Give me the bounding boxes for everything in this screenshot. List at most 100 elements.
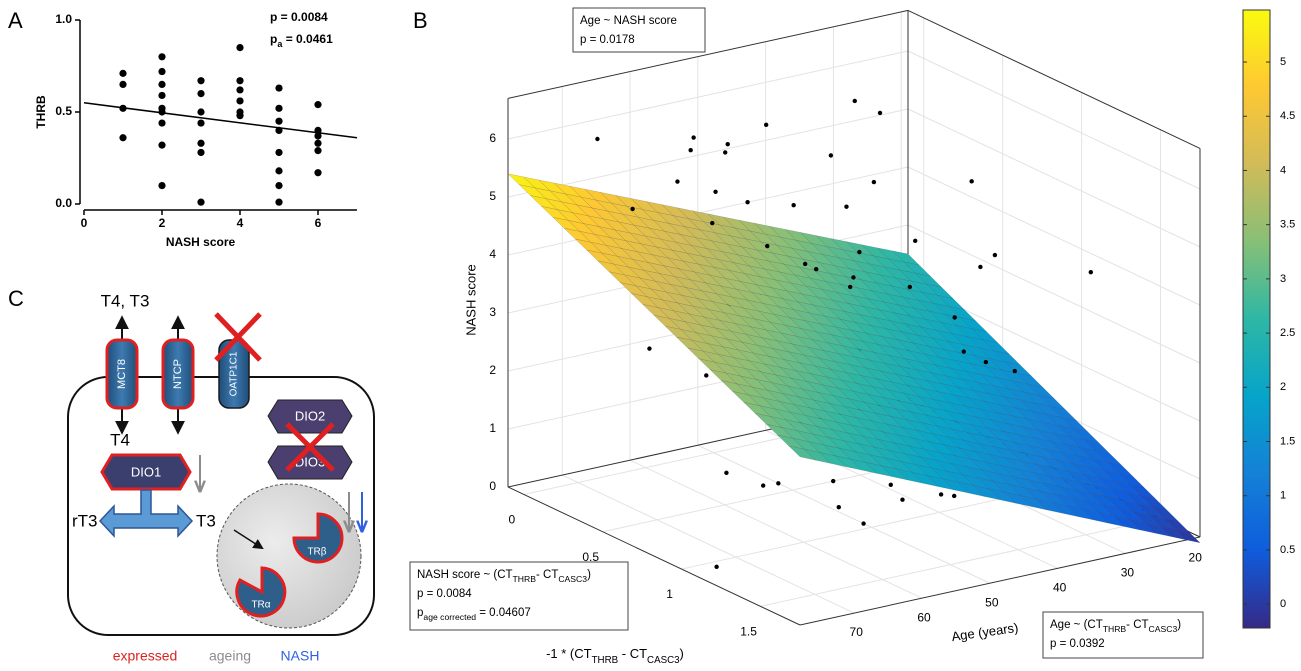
point: [314, 147, 322, 155]
x-tick-label: 6: [315, 216, 322, 230]
point: [969, 179, 974, 184]
y-tick-label: 40: [1053, 580, 1067, 594]
text-part: p: [417, 607, 423, 619]
y-tick-label: 70: [850, 625, 864, 639]
point: [647, 346, 652, 351]
x-tick-label: 0: [508, 513, 515, 527]
grid-line: [907, 224, 1201, 364]
text-part: - CT: [618, 646, 647, 661]
axis-box: [907, 9, 1201, 149]
point: [158, 182, 166, 190]
diagram: T4, T3 MCT8 NTCP OATP1C1 T4 DIO1 DIO2 DI…: [67, 291, 375, 664]
point: [119, 80, 127, 88]
y-tick-label: 0.0: [55, 196, 72, 210]
y-axis-label: THRB: [34, 95, 48, 129]
axis-box: [507, 486, 801, 626]
point: [765, 243, 770, 249]
z-tick-label: 6: [489, 131, 496, 145]
point: [314, 126, 322, 134]
colorbar-tick-label: 4.5: [1280, 110, 1295, 122]
x-tick-label: 4: [237, 216, 244, 230]
point: [1012, 368, 1017, 374]
subscript: THRB: [513, 574, 537, 584]
legend-label: NASH: [281, 648, 320, 664]
point: [275, 117, 283, 125]
point: [314, 101, 322, 109]
y-tick-label: 0.5: [55, 104, 72, 118]
surface-patch: [788, 445, 817, 461]
point: [852, 98, 857, 104]
y-tick-label: 1.0: [55, 12, 72, 26]
point: [119, 104, 127, 112]
point: [952, 315, 957, 320]
text-part: - CT: [1126, 619, 1148, 631]
annotation: p = 0.0178: [580, 34, 635, 46]
point: [1088, 269, 1094, 275]
text-part: -1 * (CT: [546, 646, 592, 661]
annotation: p = 0.0084: [270, 10, 328, 24]
point: [314, 139, 322, 147]
point: [938, 492, 944, 497]
z-tick-label: 0: [489, 479, 496, 493]
receptor: [292, 512, 344, 564]
receptor: [235, 566, 287, 618]
y-tick-label: 60: [917, 610, 931, 624]
z-tick-label: 1: [489, 421, 496, 435]
colorbar-tick-label: 3.5: [1280, 219, 1295, 231]
text-part: p = 0.0084: [270, 10, 328, 24]
point: [595, 136, 600, 142]
subscript: age corrected: [423, 612, 476, 622]
point: [158, 91, 166, 100]
grid-line: [507, 108, 909, 198]
point: [688, 147, 693, 153]
z-axis-label: NASH score: [463, 264, 478, 336]
point: [197, 119, 205, 127]
annotation: p = 0.0084: [417, 588, 472, 600]
point: [236, 97, 244, 105]
colorbar-tick-label: 0: [1280, 598, 1286, 610]
axis-box: [507, 9, 909, 99]
point: [630, 206, 635, 212]
transporter-label: MCT8: [116, 359, 128, 389]
point: [275, 198, 283, 206]
colorbar-tick-label: 4: [1280, 164, 1286, 176]
text-part: Age ~ (CT: [1050, 619, 1103, 631]
text-part: = 0.04607: [476, 607, 531, 619]
transporter-label: NTCP: [172, 359, 184, 389]
subscript: CASC3: [1149, 624, 1178, 634]
text-part: ): [680, 646, 684, 661]
point: [236, 86, 244, 94]
point: [275, 104, 283, 112]
transporter: [161, 338, 195, 410]
point: [158, 108, 166, 116]
text-part: p = 0.0178: [580, 34, 635, 46]
text-part: ): [1177, 619, 1181, 631]
transporter: [105, 338, 139, 410]
point: [776, 481, 781, 486]
point: [836, 504, 841, 510]
conversion-arrow: [98, 489, 194, 538]
x-tick-label: 1.5: [740, 625, 757, 639]
point: [236, 112, 244, 120]
legend-label: expressed: [113, 648, 178, 664]
point: [275, 84, 283, 92]
point: [763, 122, 769, 128]
point: [119, 134, 127, 142]
point: [848, 284, 853, 290]
z-tick-label: 4: [489, 247, 496, 261]
z-tick-label: 2: [489, 363, 496, 377]
point: [236, 77, 244, 85]
arrow: [233, 529, 264, 550]
point: [197, 148, 205, 157]
text-part: = 0.0461: [282, 32, 333, 46]
annotation: p = 0.0392: [1050, 638, 1105, 650]
point: [314, 169, 322, 177]
panel-letter: C: [8, 286, 24, 311]
deiodinase: [100, 453, 192, 491]
point: [814, 266, 819, 272]
x-tick-label: 2: [159, 216, 166, 230]
annotation: Age ~ NASH score: [580, 15, 677, 27]
